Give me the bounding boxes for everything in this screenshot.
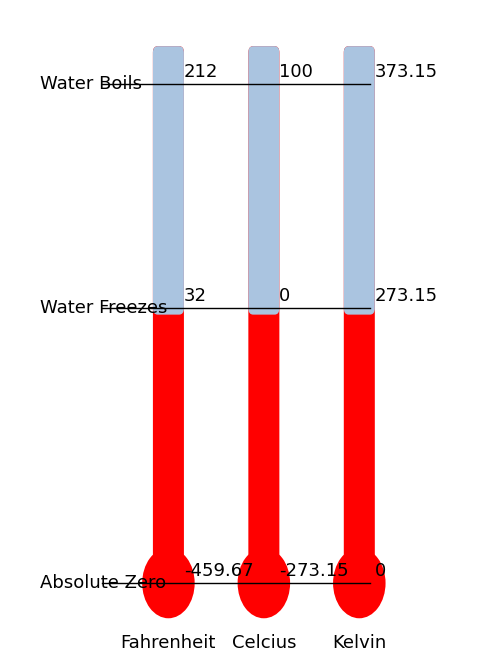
Text: -273.15: -273.15 <box>279 562 349 580</box>
Text: 32: 32 <box>184 287 207 305</box>
Text: 212: 212 <box>184 64 218 81</box>
Circle shape <box>238 548 290 618</box>
Text: 273.15: 273.15 <box>375 287 438 305</box>
FancyBboxPatch shape <box>153 46 184 314</box>
FancyBboxPatch shape <box>344 46 375 314</box>
FancyBboxPatch shape <box>153 46 184 590</box>
FancyBboxPatch shape <box>248 46 279 590</box>
Text: 0: 0 <box>279 287 290 305</box>
Text: Absolute Zero: Absolute Zero <box>39 574 166 592</box>
Text: Water Freezes: Water Freezes <box>39 299 167 317</box>
Text: 100: 100 <box>279 64 313 81</box>
FancyBboxPatch shape <box>344 46 375 590</box>
Text: Celcius: Celcius <box>232 634 296 652</box>
Text: 373.15: 373.15 <box>375 64 438 81</box>
Text: 0: 0 <box>375 562 386 580</box>
Circle shape <box>142 548 195 618</box>
Text: -459.67: -459.67 <box>184 562 253 580</box>
Text: Fahrenheit: Fahrenheit <box>121 634 216 652</box>
Text: Kelvin: Kelvin <box>332 634 386 652</box>
Circle shape <box>333 548 385 618</box>
FancyBboxPatch shape <box>248 46 279 314</box>
Text: Water Boils: Water Boils <box>39 75 142 94</box>
